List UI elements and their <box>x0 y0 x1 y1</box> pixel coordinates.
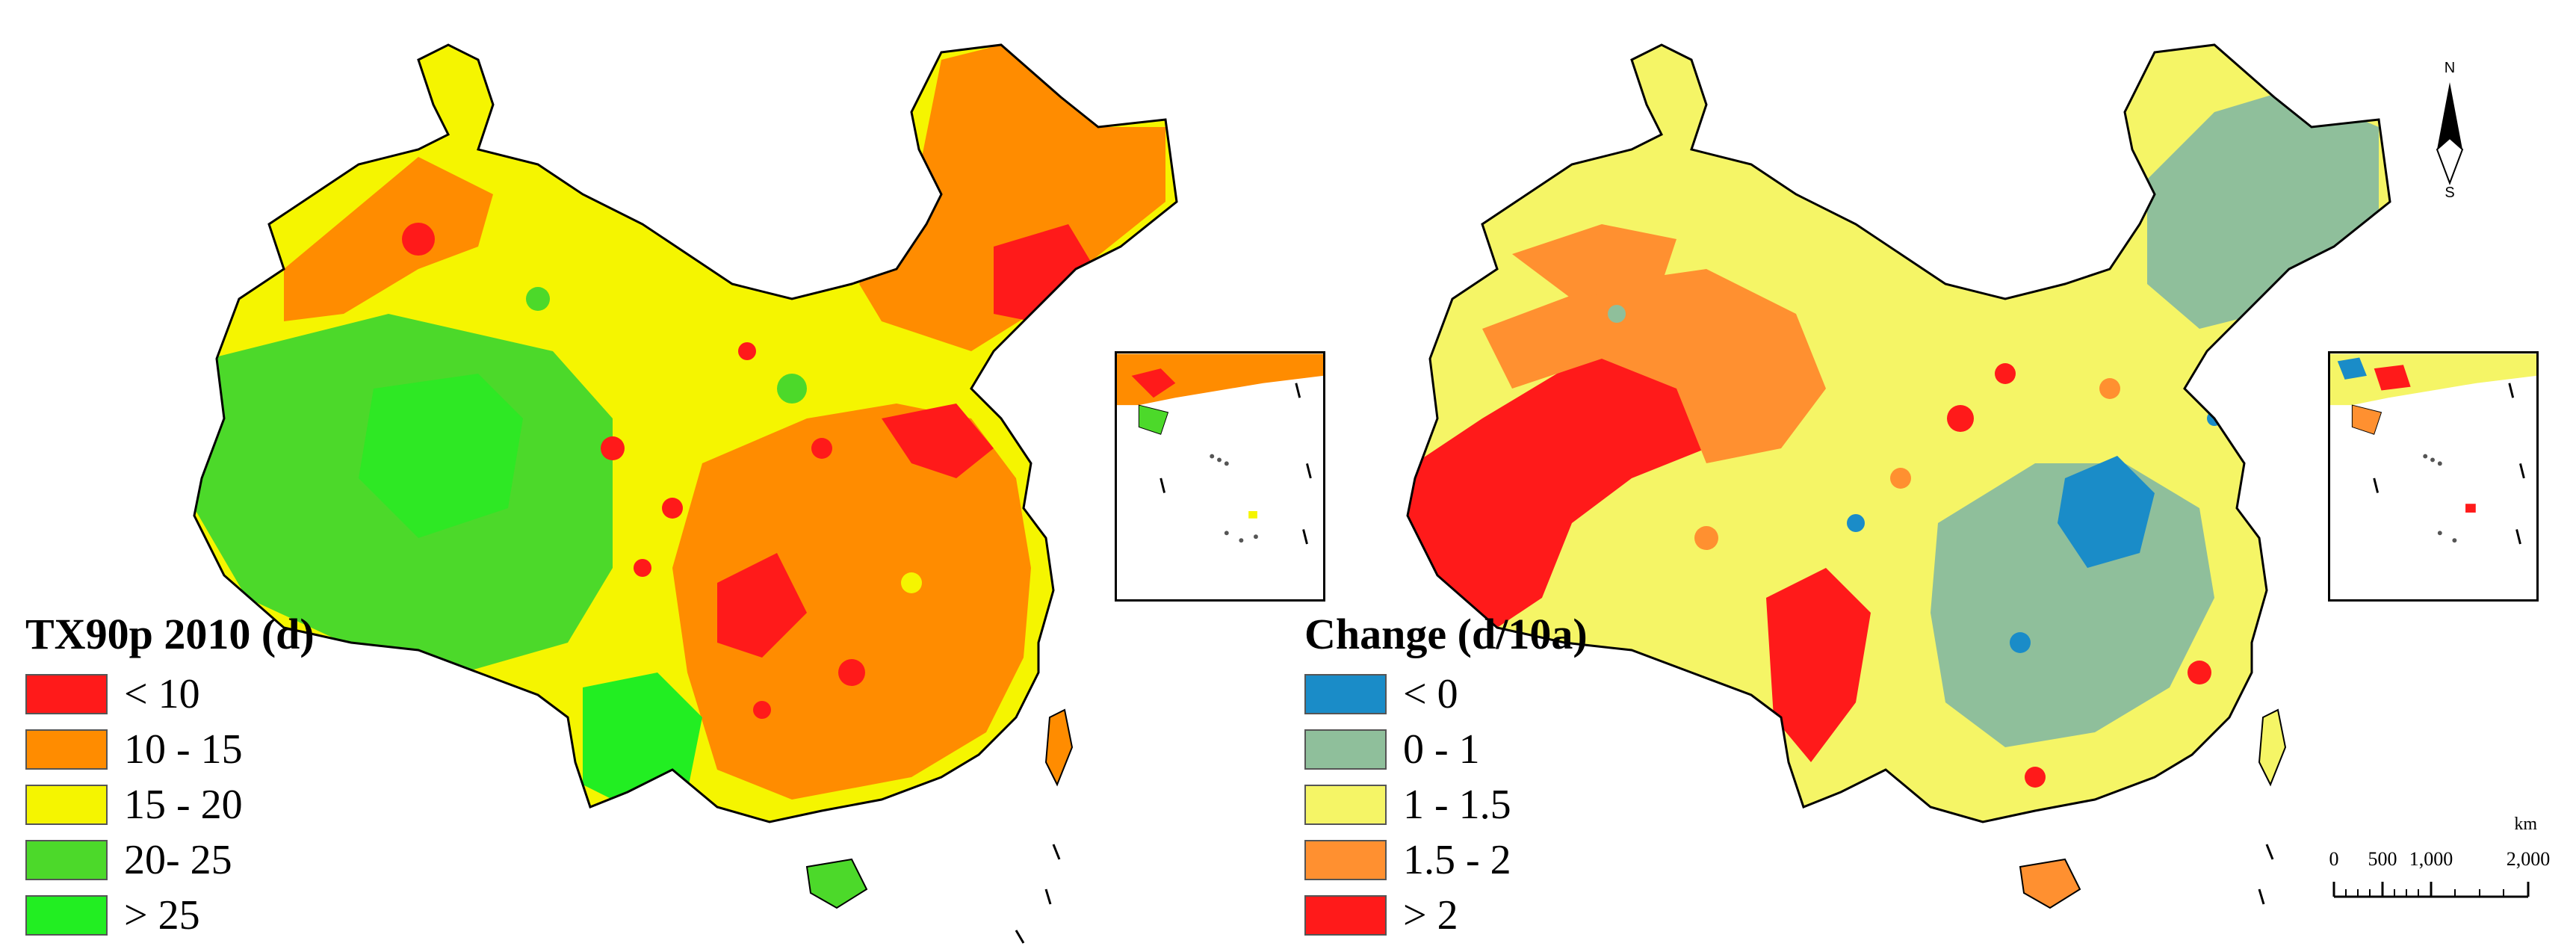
tx90p-legend: TX90p 2010 (d) < 10 10 - 15 15 - 20 20- … <box>25 613 315 943</box>
scale-tick-label: 500 <box>2368 848 2397 870</box>
legend-item: 1 - 1.5 <box>1304 777 1588 832</box>
legend-swatch <box>1304 674 1387 714</box>
tx90p-map-panel: TX90p 2010 (d) < 10 10 - 15 15 - 20 20- … <box>25 43 1325 944</box>
south-label: S <box>2445 185 2455 201</box>
legend-label: 0 - 1 <box>1403 726 1480 773</box>
tx90p-choropleth-map <box>193 43 1178 944</box>
legend-label: 20- 25 <box>124 837 232 883</box>
legend-item: < 0 <box>1304 667 1588 722</box>
legend-label: < 0 <box>1403 671 1458 717</box>
legend-swatch <box>25 840 108 880</box>
legend-title: Change (d/10a) <box>1304 610 1588 658</box>
hainan-region <box>2019 858 2081 909</box>
south-china-sea-inset <box>1115 351 1325 602</box>
scale-bar-graphic <box>2332 882 2530 898</box>
south-china-sea-inset <box>2328 351 2539 602</box>
hainan-region <box>805 858 868 909</box>
scale-unit: km <box>2514 814 2537 834</box>
legend-item: 20- 25 <box>25 832 315 888</box>
legend-swatch <box>1304 840 1387 880</box>
legend-label: > 25 <box>124 892 200 939</box>
legend-label: 15 - 20 <box>124 782 243 828</box>
legend-swatch <box>1304 895 1387 936</box>
change-choropleth-map <box>1406 43 2391 909</box>
scale-bar: km 0 500 1,000 2,000 <box>2312 814 2551 912</box>
legend-item: 0 - 1 <box>1304 722 1588 777</box>
north-arrow-icon: N S <box>2424 60 2476 202</box>
legend-item: > 25 <box>25 888 315 943</box>
scale-tick-label: 0 <box>2329 848 2339 870</box>
legend-item: > 2 <box>1304 888 1588 943</box>
taiwan-region <box>1044 708 1074 787</box>
legend-item: 15 - 20 <box>25 777 315 832</box>
legend-label: > 2 <box>1403 892 1458 939</box>
legend-title: TX90p 2010 (d) <box>25 610 315 658</box>
change-map-panel: Change (d/10a) < 0 0 - 1 1 - 1.5 1.5 - 2… <box>1288 0 2576 949</box>
legend-label: 1.5 - 2 <box>1403 837 1511 883</box>
north-label: N <box>2444 60 2456 76</box>
legend-label: < 10 <box>124 671 200 717</box>
legend-swatch <box>25 895 108 936</box>
legend-swatch <box>1304 729 1387 770</box>
legend-swatch <box>25 785 108 825</box>
legend-label: 1 - 1.5 <box>1403 782 1511 828</box>
change-legend: Change (d/10a) < 0 0 - 1 1 - 1.5 1.5 - 2… <box>1304 613 1588 943</box>
legend-label: 10 - 15 <box>124 726 243 773</box>
legend-item: < 10 <box>25 667 315 722</box>
legend-swatch <box>25 729 108 770</box>
scale-tick-label: 1,000 <box>2409 848 2453 870</box>
taiwan-region <box>2258 708 2287 787</box>
scale-tick-label: 2,000 <box>2506 848 2551 870</box>
legend-item: 1.5 - 2 <box>1304 832 1588 888</box>
legend-item: 10 - 15 <box>25 722 315 777</box>
legend-swatch <box>25 674 108 714</box>
legend-swatch <box>1304 785 1387 825</box>
